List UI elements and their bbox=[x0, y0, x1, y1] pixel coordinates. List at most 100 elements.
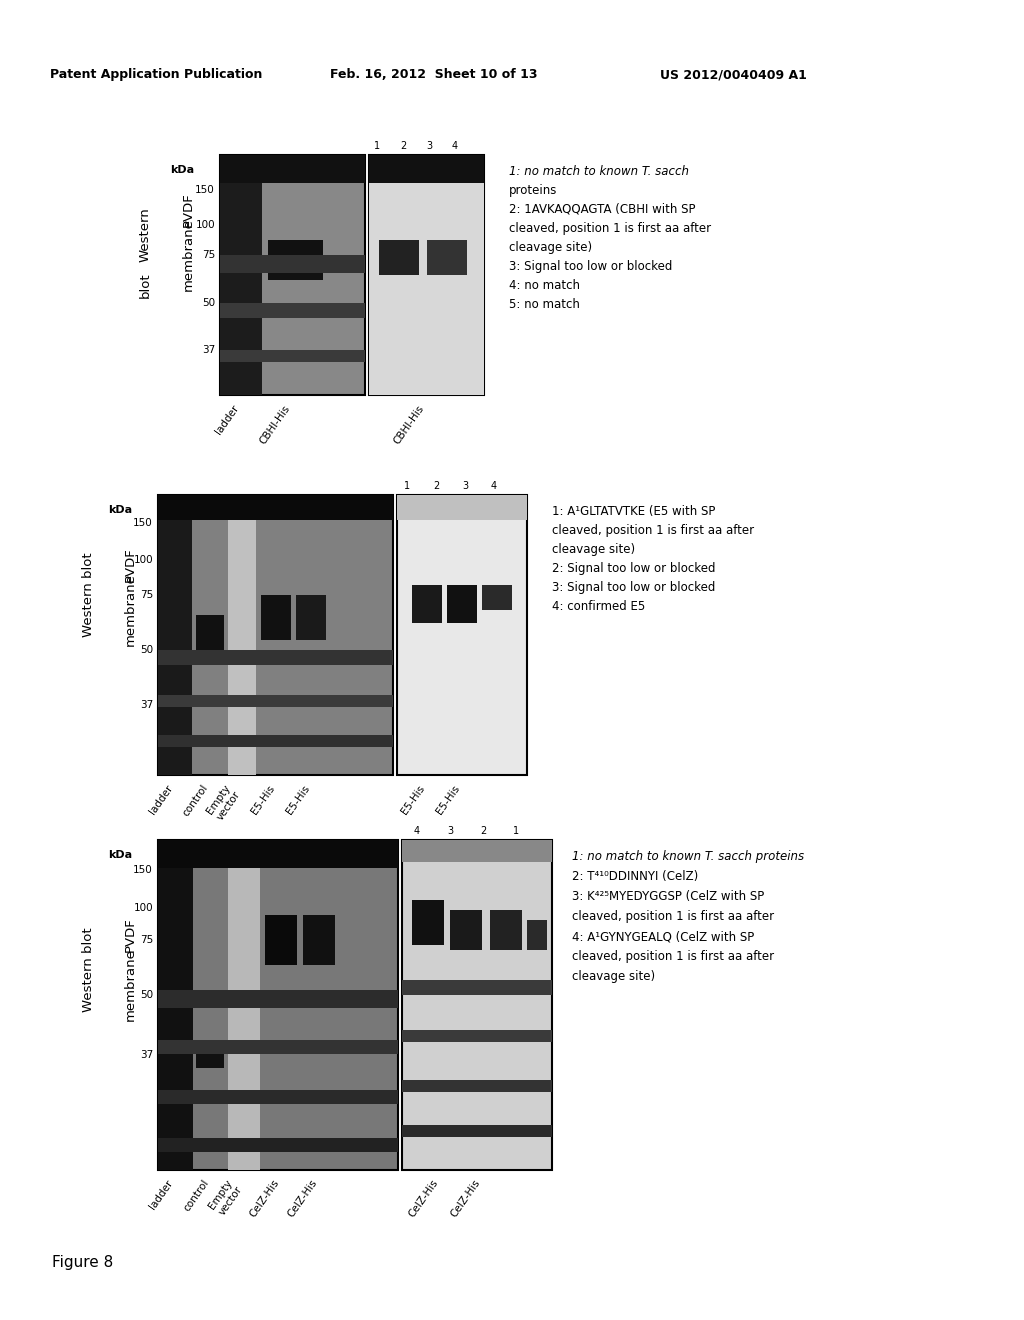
Text: 75: 75 bbox=[202, 249, 215, 260]
Text: 2: 1AVKAQQAGTA (CBHI with SP: 2: 1AVKAQQAGTA (CBHI with SP bbox=[509, 203, 695, 216]
Text: Empty
vector: Empty vector bbox=[207, 1177, 244, 1218]
Text: 150: 150 bbox=[133, 865, 153, 875]
Text: 3: Signal too low or blocked: 3: Signal too low or blocked bbox=[552, 581, 716, 594]
Text: E5-His: E5-His bbox=[285, 783, 312, 816]
Text: control: control bbox=[181, 783, 210, 818]
Bar bbox=[268, 240, 323, 280]
Bar bbox=[220, 154, 365, 395]
Bar bbox=[427, 240, 467, 275]
Bar bbox=[402, 1125, 552, 1137]
Text: membrane: membrane bbox=[124, 574, 136, 647]
Bar bbox=[397, 495, 527, 775]
Bar bbox=[379, 240, 419, 275]
Bar bbox=[490, 909, 522, 950]
Text: ladder: ladder bbox=[214, 403, 241, 436]
Text: 1: 1 bbox=[374, 141, 380, 150]
Bar bbox=[220, 183, 262, 395]
Bar bbox=[402, 979, 552, 995]
Bar bbox=[220, 255, 365, 273]
Text: PVDF: PVDF bbox=[181, 193, 195, 227]
Text: 3: 3 bbox=[426, 141, 432, 150]
Text: 37: 37 bbox=[139, 700, 153, 710]
Bar bbox=[265, 915, 297, 965]
Bar bbox=[158, 840, 398, 869]
Text: 1: no match to known T. sacch proteins: 1: no match to known T. sacch proteins bbox=[572, 850, 804, 863]
Bar bbox=[261, 595, 291, 640]
Bar bbox=[158, 869, 193, 1170]
Bar bbox=[447, 585, 477, 623]
Text: cleavage site): cleavage site) bbox=[572, 970, 655, 983]
Text: 2: Signal too low or blocked: 2: Signal too low or blocked bbox=[552, 562, 716, 576]
Text: E5-His: E5-His bbox=[435, 783, 462, 816]
Text: blot: blot bbox=[138, 272, 152, 298]
Bar bbox=[158, 1040, 398, 1053]
Text: Empty
vector: Empty vector bbox=[205, 783, 242, 822]
Text: CelZ-His: CelZ-His bbox=[286, 1177, 319, 1220]
Text: 1: 1 bbox=[513, 826, 519, 836]
Text: 75: 75 bbox=[139, 935, 153, 945]
Bar bbox=[158, 735, 393, 747]
Bar bbox=[369, 154, 484, 395]
Bar bbox=[482, 585, 512, 610]
Text: CBHI-His: CBHI-His bbox=[258, 403, 292, 446]
Bar bbox=[369, 154, 484, 183]
Bar bbox=[158, 840, 398, 1170]
Text: 4: A¹GYNYGEALQ (CelZ with SP: 4: A¹GYNYGEALQ (CelZ with SP bbox=[572, 931, 755, 942]
Text: kDa: kDa bbox=[108, 506, 132, 515]
Text: kDa: kDa bbox=[170, 165, 195, 176]
Text: ladder: ladder bbox=[147, 783, 175, 816]
Text: 1: A¹GLTATVTKE (E5 with SP: 1: A¹GLTATVTKE (E5 with SP bbox=[552, 506, 716, 517]
Text: CelZ-His: CelZ-His bbox=[449, 1177, 482, 1220]
Text: CelZ-His: CelZ-His bbox=[248, 1177, 281, 1220]
Text: 4: 4 bbox=[490, 480, 497, 491]
Bar bbox=[402, 840, 552, 1170]
Text: kDa: kDa bbox=[108, 850, 132, 861]
Text: 2: 2 bbox=[433, 480, 439, 491]
Bar bbox=[228, 869, 260, 1170]
Bar bbox=[402, 1030, 552, 1041]
Text: 2: T⁴¹⁰DDINNYI (CelZ): 2: T⁴¹⁰DDINNYI (CelZ) bbox=[572, 870, 698, 883]
Text: Feb. 16, 2012  Sheet 10 of 13: Feb. 16, 2012 Sheet 10 of 13 bbox=[330, 69, 538, 81]
Bar bbox=[158, 990, 398, 1008]
Text: 75: 75 bbox=[139, 590, 153, 601]
Text: 2: 2 bbox=[480, 826, 486, 836]
Bar bbox=[158, 649, 393, 665]
Bar bbox=[228, 520, 256, 775]
Text: Figure 8: Figure 8 bbox=[52, 1255, 114, 1270]
Bar bbox=[158, 495, 393, 775]
Text: membrane: membrane bbox=[124, 949, 136, 1022]
Text: cleaved, position 1 is first aa after: cleaved, position 1 is first aa after bbox=[572, 909, 774, 923]
Text: 37: 37 bbox=[202, 345, 215, 355]
Text: Western blot: Western blot bbox=[82, 928, 94, 1012]
Text: 2: 2 bbox=[400, 141, 407, 150]
Text: 4: confirmed E5: 4: confirmed E5 bbox=[552, 601, 645, 612]
Text: 3: 3 bbox=[446, 826, 453, 836]
Text: Western: Western bbox=[138, 207, 152, 263]
Text: 5: no match: 5: no match bbox=[509, 298, 580, 312]
Text: E5-His: E5-His bbox=[399, 783, 427, 816]
Text: cleaved, position 1 is first aa after: cleaved, position 1 is first aa after bbox=[509, 222, 711, 235]
Bar bbox=[397, 495, 527, 520]
Text: 100: 100 bbox=[133, 554, 153, 565]
Text: 50: 50 bbox=[140, 990, 153, 1001]
Text: CBHI-His: CBHI-His bbox=[392, 403, 426, 446]
Text: 50: 50 bbox=[202, 298, 215, 308]
Text: control: control bbox=[182, 1177, 211, 1213]
Bar bbox=[196, 615, 224, 665]
Text: cleaved, position 1 is first aa after: cleaved, position 1 is first aa after bbox=[552, 524, 754, 537]
Bar bbox=[196, 1049, 224, 1068]
Bar bbox=[158, 495, 393, 520]
Text: 4: 4 bbox=[452, 141, 458, 150]
Text: 4: no match: 4: no match bbox=[509, 279, 580, 292]
Text: proteins: proteins bbox=[509, 183, 557, 197]
Bar bbox=[158, 1090, 398, 1104]
Text: 37: 37 bbox=[139, 1049, 153, 1060]
Bar bbox=[402, 1080, 552, 1092]
Text: Western blot: Western blot bbox=[82, 553, 94, 638]
Text: Patent Application Publication: Patent Application Publication bbox=[50, 69, 262, 81]
Bar bbox=[412, 585, 442, 623]
Text: 150: 150 bbox=[196, 185, 215, 195]
Text: PVDF: PVDF bbox=[124, 548, 136, 582]
Bar bbox=[296, 595, 326, 640]
Text: 1: no match to known T. sacch: 1: no match to known T. sacch bbox=[509, 165, 689, 178]
